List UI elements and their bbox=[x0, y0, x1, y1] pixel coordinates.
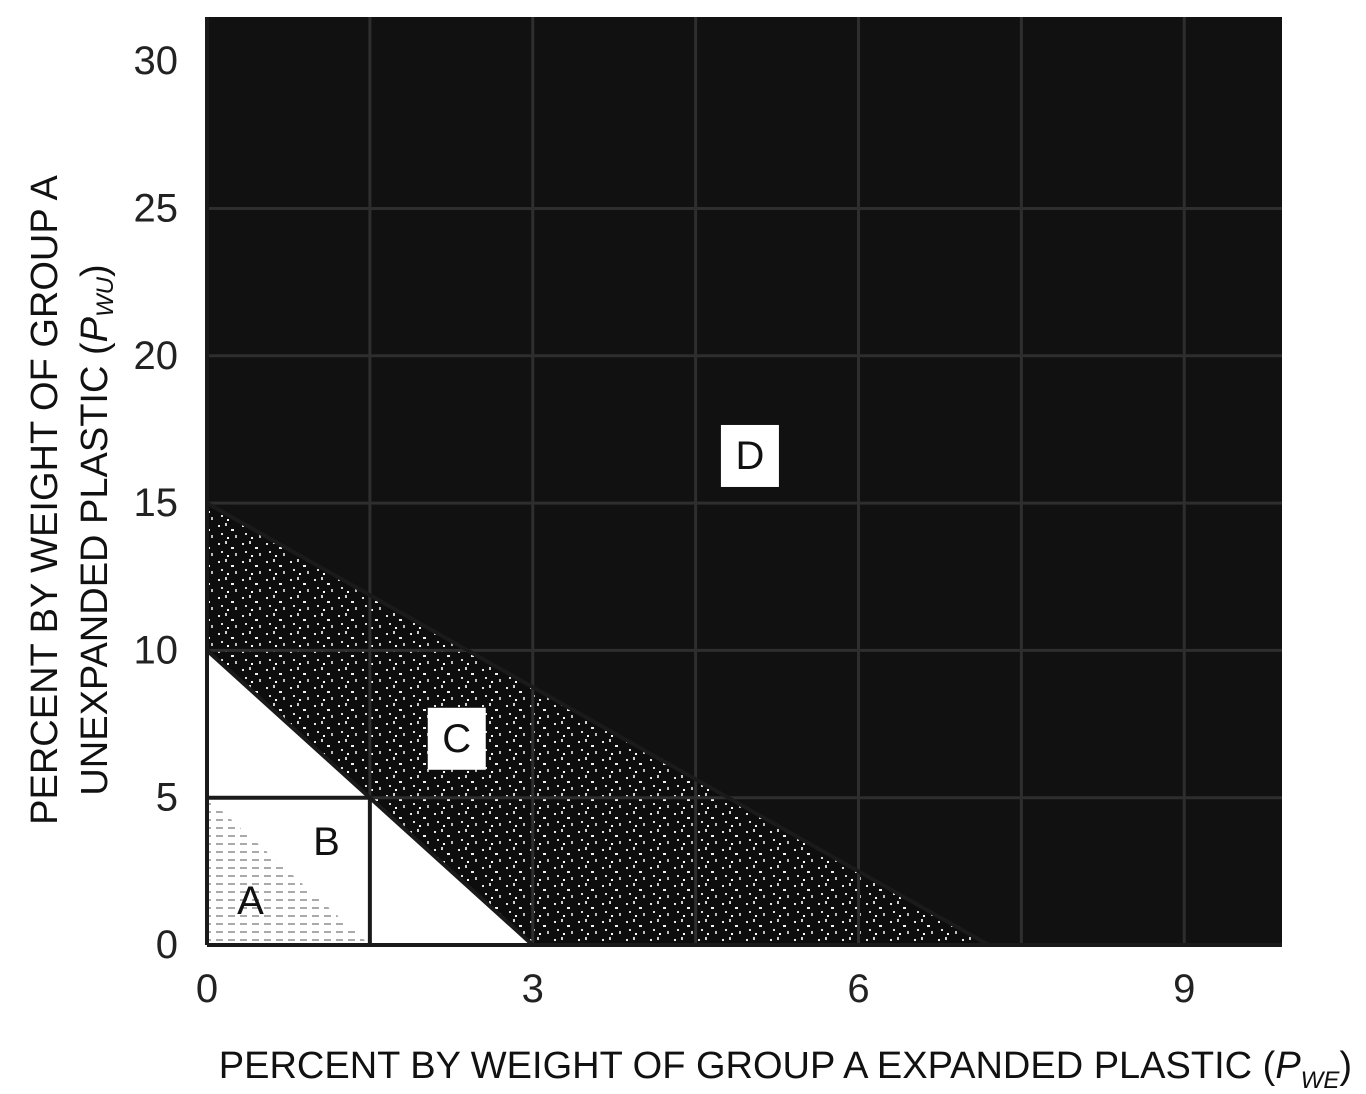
region-label-box-c bbox=[427, 707, 486, 770]
x-tick-label: 3 bbox=[522, 967, 544, 1011]
y-axis-label-line2: UNEXPANDED PLASTIC (PWU) bbox=[74, 264, 119, 795]
y-tick-label: 15 bbox=[134, 481, 179, 525]
x-axis-subscript: WE bbox=[1301, 1067, 1341, 1094]
region-label-box-d bbox=[720, 424, 779, 487]
y-tick-label: 25 bbox=[134, 186, 179, 230]
region-label-b: B bbox=[313, 820, 340, 864]
x-tick-label: 9 bbox=[1173, 967, 1195, 1011]
x-axis-symbol: P bbox=[1275, 1045, 1301, 1087]
y-axis-label-line2-text: UNEXPANDED PLASTIC bbox=[74, 366, 116, 796]
region-label-c: C bbox=[442, 717, 471, 761]
y-tick-label: 20 bbox=[134, 334, 179, 378]
x-axis-label-text: PERCENT BY WEIGHT OF GROUP A EXPANDED PL… bbox=[219, 1045, 1252, 1087]
y-tick-label: 10 bbox=[134, 628, 179, 672]
region-label-d: D bbox=[735, 434, 764, 478]
y-axis-label-line1: PERCENT BY WEIGHT OF GROUP A bbox=[24, 175, 66, 825]
region-boundary bbox=[206, 501, 990, 947]
y-axis-subscript: WU bbox=[92, 276, 119, 317]
y-tick-label: 30 bbox=[134, 39, 179, 83]
y-axis-symbol: P bbox=[74, 316, 116, 342]
region-boundary bbox=[205, 648, 535, 947]
region-a bbox=[207, 797, 370, 945]
y-tick-label: 0 bbox=[156, 923, 178, 967]
region-label-a: A bbox=[237, 879, 264, 923]
x-axis-label: PERCENT BY WEIGHT OF GROUP A EXPANDED PL… bbox=[219, 1045, 1352, 1094]
y-tick-label: 5 bbox=[156, 776, 178, 820]
x-tick-label: 6 bbox=[847, 967, 869, 1011]
x-tick-label: 0 bbox=[196, 967, 218, 1011]
